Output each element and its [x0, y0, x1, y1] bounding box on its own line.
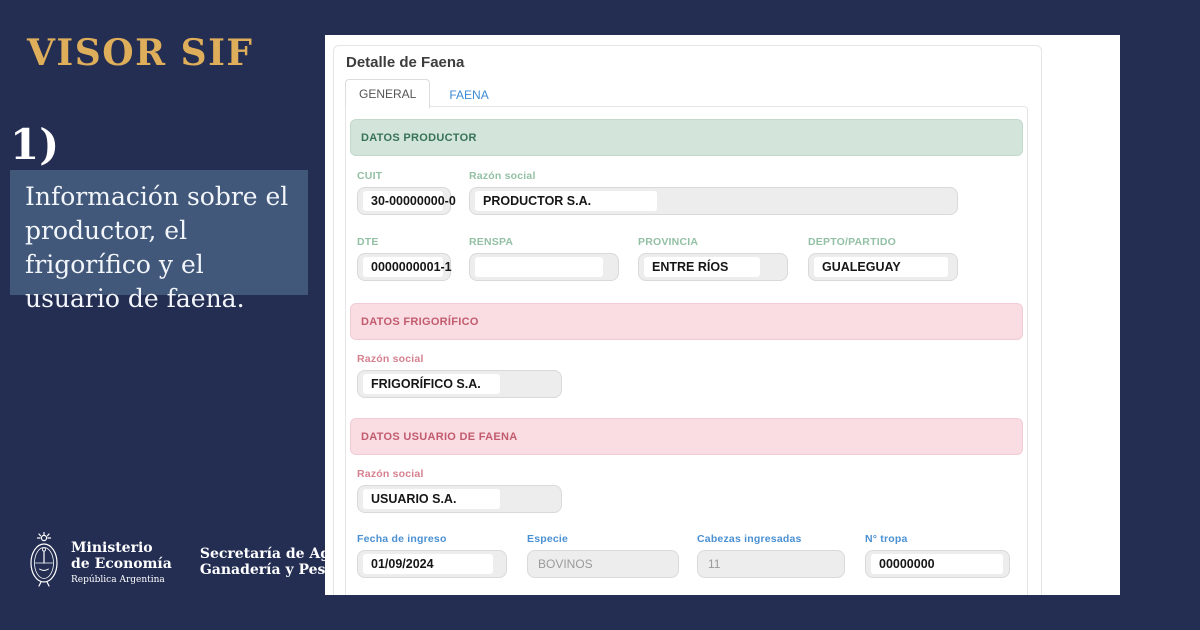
field-renspa: RENSPA: [469, 236, 619, 281]
tab-general[interactable]: GENERAL: [345, 79, 431, 109]
razon-social-usuario-label: Razón social: [357, 468, 424, 480]
dte-input[interactable]: 0000000001-1: [357, 253, 452, 281]
razon-social-usuario-input[interactable]: USUARIO S.A.: [357, 485, 562, 513]
row-usuario-2: Fecha de ingreso 01/09/2024 Especie BOVI…: [346, 533, 1027, 578]
description-box: Información sobre el productor, el frigo…: [10, 170, 308, 313]
especie-input[interactable]: BOVINOS: [527, 550, 679, 578]
tab-faena[interactable]: FAENA: [449, 88, 489, 102]
razon-social-frigorifico-value: FRIGORÍFICO S.A.: [363, 374, 500, 394]
especie-value: BOVINOS: [538, 557, 593, 571]
n-tropa-input[interactable]: 00000000: [865, 550, 1010, 578]
fecha-ingreso-input[interactable]: 01/09/2024: [357, 550, 507, 578]
razon-social-productor-input[interactable]: PRODUCTOR S.A.: [469, 187, 958, 215]
razon-social-productor-label: Razón social: [469, 170, 536, 182]
row-productor-1: CUIT 30-00000000-0 Razón social PRODUCTO…: [346, 170, 1027, 215]
coat-of-arms-icon: [30, 531, 58, 587]
renspa-input[interactable]: [469, 253, 619, 281]
field-cuit: CUIT 30-00000000-0: [357, 170, 456, 215]
field-provincia: PROVINCIA ENTRE RÍOS: [638, 236, 788, 281]
row-frigorifico: Razón social FRIGORÍFICO S.A.: [346, 353, 1027, 398]
field-cabezas-ingresadas: Cabezas ingresadas 11: [697, 533, 845, 578]
section-header-usuario: DATOS USUARIO DE FAENA: [350, 418, 1023, 455]
fecha-ingreso-label: Fecha de ingreso: [357, 533, 447, 545]
field-fecha-ingreso: Fecha de ingreso 01/09/2024: [357, 533, 507, 578]
renspa-value: [475, 257, 603, 277]
section-header-usuario-label: DATOS USUARIO DE FAENA: [361, 430, 518, 443]
ministry-line2: de Economía: [71, 556, 172, 572]
dte-value: 0000000001-1: [363, 257, 452, 277]
n-tropa-label: N° tropa: [865, 533, 908, 545]
ministry-subtitle: República Argentina: [71, 575, 165, 585]
step-number: 1): [10, 120, 60, 169]
razon-social-productor-value: PRODUCTOR S.A.: [475, 191, 657, 211]
page-title: VISOR SIF: [27, 32, 254, 74]
tab-bar: GENERAL FAENA: [345, 79, 502, 109]
field-razon-social-usuario: Razón social USUARIO S.A.: [357, 468, 562, 513]
field-razon-social-frigorifico: Razón social FRIGORÍFICO S.A.: [357, 353, 562, 398]
field-especie: Especie BOVINOS: [527, 533, 679, 578]
ministry-wordmark: Ministerio de Economía República Argenti…: [71, 540, 172, 585]
cabezas-ingresadas-label: Cabezas ingresadas: [697, 533, 802, 545]
razon-social-frigorifico-input[interactable]: FRIGORÍFICO S.A.: [357, 370, 562, 398]
field-n-tropa: N° tropa 00000000: [865, 533, 1010, 578]
renspa-label: RENSPA: [469, 236, 514, 248]
cuit-input[interactable]: 30-00000000-0: [357, 187, 456, 215]
n-tropa-value: 00000000: [871, 554, 1003, 574]
razon-social-usuario-value: USUARIO S.A.: [363, 489, 500, 509]
section-header-productor-label: DATOS PRODUCTOR: [361, 131, 477, 144]
depto-partido-label: DEPTO/PARTIDO: [808, 236, 896, 248]
provincia-value: ENTRE RÍOS: [644, 257, 760, 277]
provincia-label: PROVINCIA: [638, 236, 699, 248]
row-usuario-1: Razón social USUARIO S.A.: [346, 468, 1027, 513]
cuit-label: CUIT: [357, 170, 383, 182]
cabezas-ingresadas-input[interactable]: 11: [697, 550, 845, 578]
depto-partido-value: GUALEGUAY: [814, 257, 948, 277]
section-header-frigorifico-label: DATOS FRIGORÍFICO: [361, 315, 479, 328]
app-window: Detalle de Faena GENERAL FAENA DATOS PRO…: [325, 35, 1120, 595]
razon-social-frigorifico-label: Razón social: [357, 353, 424, 365]
tab-content-general: DATOS PRODUCTOR CUIT 30-00000000-0 Razón…: [345, 106, 1028, 595]
secretariat-line2: Ganadería y Pesca: [199, 562, 343, 578]
row-productor-2: DTE 0000000001-1 RENSPA PROVINCIA: [346, 236, 1027, 281]
section-header-frigorifico: DATOS FRIGORÍFICO: [350, 303, 1023, 340]
field-dte: DTE 0000000001-1: [357, 236, 452, 281]
depto-partido-input[interactable]: GUALEGUAY: [808, 253, 958, 281]
description-text: Información sobre el productor, el frigo…: [25, 182, 289, 313]
cabezas-ingresadas-value: 11: [708, 557, 721, 571]
provincia-input[interactable]: ENTRE RÍOS: [638, 253, 788, 281]
especie-label: Especie: [527, 533, 569, 545]
dte-label: DTE: [357, 236, 379, 248]
ministry-line1: Ministerio: [71, 540, 153, 556]
cuit-value: 30-00000000-0: [363, 191, 456, 211]
section-header-productor: DATOS PRODUCTOR: [350, 119, 1023, 156]
field-depto-partido: DEPTO/PARTIDO GUALEGUAY: [808, 236, 958, 281]
field-razon-social-productor: Razón social PRODUCTOR S.A.: [469, 170, 958, 215]
detalle-faena-card: Detalle de Faena GENERAL FAENA DATOS PRO…: [333, 45, 1042, 595]
fecha-ingreso-value: 01/09/2024: [363, 554, 493, 574]
form-title: Detalle de Faena: [346, 54, 465, 71]
